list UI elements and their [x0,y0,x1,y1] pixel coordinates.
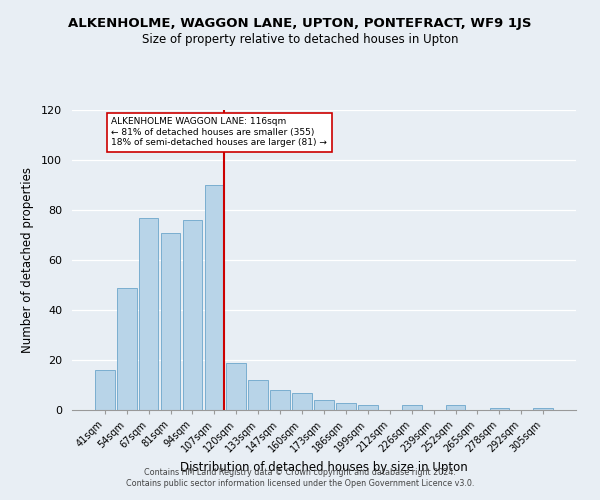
Bar [336,402,356,410]
Bar [533,408,553,410]
Bar [117,288,137,410]
Bar [205,185,224,410]
Bar [402,405,422,410]
Bar [226,362,246,410]
Text: Contains HM Land Registry data © Crown copyright and database right 2024.
Contai: Contains HM Land Registry data © Crown c… [126,468,474,487]
X-axis label: Distribution of detached houses by size in Upton: Distribution of detached houses by size … [180,461,468,474]
Bar [292,392,312,410]
Bar [182,220,202,410]
Bar [358,405,378,410]
Text: ALKENHOLME WAGGON LANE: 116sqm
← 81% of detached houses are smaller (355)
18% of: ALKENHOLME WAGGON LANE: 116sqm ← 81% of … [112,118,327,148]
Bar [270,390,290,410]
Bar [161,232,181,410]
Bar [314,400,334,410]
Bar [490,408,509,410]
Text: ALKENHOLME, WAGGON LANE, UPTON, PONTEFRACT, WF9 1JS: ALKENHOLME, WAGGON LANE, UPTON, PONTEFRA… [68,18,532,30]
Bar [248,380,268,410]
Bar [446,405,466,410]
Text: Size of property relative to detached houses in Upton: Size of property relative to detached ho… [142,32,458,46]
Y-axis label: Number of detached properties: Number of detached properties [21,167,34,353]
Bar [139,218,158,410]
Bar [95,370,115,410]
